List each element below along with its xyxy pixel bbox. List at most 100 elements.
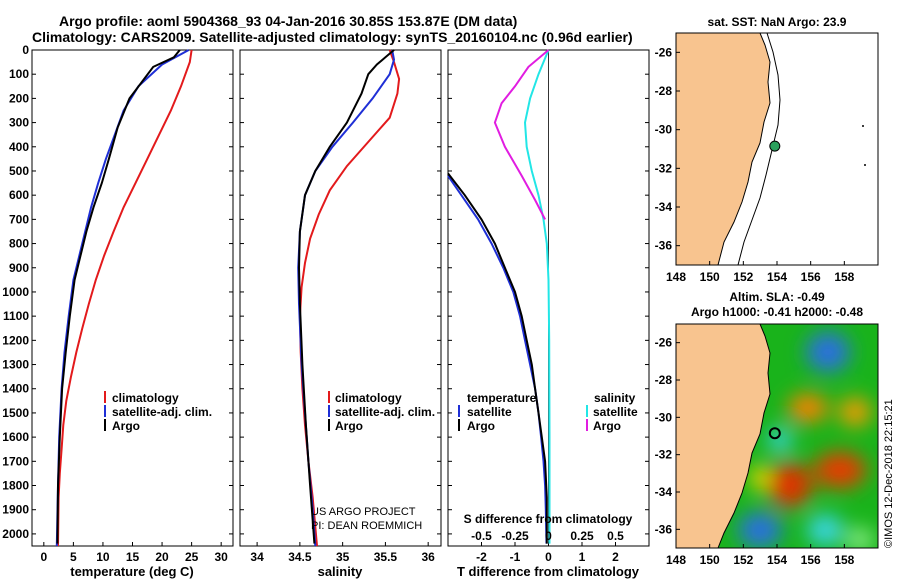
s-difference-title: S difference from climatology	[464, 512, 633, 526]
diff-legend-argo-swatch	[458, 419, 460, 431]
sla-blob	[839, 398, 871, 426]
s-tick-label: -0.5	[471, 529, 492, 543]
s-tick-label: 0.5	[607, 529, 624, 543]
depth-tick-label: 0	[22, 43, 29, 57]
depth-tick-label: 1900	[2, 503, 29, 517]
legend-argo-swatch	[104, 419, 106, 431]
sla-map-land	[676, 324, 771, 548]
credit-text: US ARGO PROJECT	[311, 506, 416, 518]
sla-blob	[750, 466, 770, 490]
diff-legend-argo-label: Argo	[467, 419, 495, 433]
map-x-tick-label: 152	[733, 270, 753, 284]
x-tick-label: 35.5	[374, 550, 398, 564]
depth-tick-label: 300	[9, 116, 29, 130]
depth-tick-label: 1100	[3, 309, 29, 323]
salinity-x-axis: 34 34.5 35 35.5 36	[250, 542, 435, 564]
sst-map-axes: 148 150 152 154 156 158 -26 -28 -30 -32 -34 -36	[655, 45, 855, 284]
legend-climatology-swatch	[104, 391, 106, 403]
depth-tick-label: 1000	[2, 285, 29, 299]
legend-satellite-label: satellite-adj. clim.	[112, 405, 212, 419]
sal-legend-climatology-swatch	[328, 391, 330, 403]
depth-tick-label: 1200	[2, 333, 29, 347]
depth-tick-label: 400	[9, 140, 29, 154]
x-tick-label: 20	[155, 550, 169, 564]
sst-map: sat. SST: NaN Argo: 23.9 148 150 152 154 156…	[655, 15, 879, 284]
map-x-tick-label: 158	[834, 553, 854, 567]
sla-blob	[738, 512, 782, 548]
temperature-plot-frame	[31, 49, 234, 547]
legend-climatology-label: climatology	[112, 391, 179, 405]
map-y-tick-label: -28	[655, 373, 673, 387]
series-line	[56, 49, 181, 544]
depth-tick-label: 700	[9, 212, 29, 226]
diff-legend-sal-sat-swatch	[586, 405, 588, 417]
map-y-tick-label: -32	[655, 161, 673, 175]
difference-xlabel: T difference from climatology	[457, 564, 640, 579]
sla-blob	[814, 452, 866, 488]
map-x-tick-label: 156	[801, 553, 821, 567]
s-tick-label: 0.25	[570, 529, 594, 543]
map-x-tick-label: 148	[666, 553, 686, 567]
difference-y-ticks	[448, 49, 649, 535]
x-tick-label: 0	[545, 550, 552, 564]
x-tick-label: 34	[250, 550, 264, 564]
difference-legend: temperature satellite Argo salinity sate…	[458, 391, 638, 433]
map-y-tick-label: -36	[655, 239, 673, 253]
sal-legend-argo-swatch	[328, 419, 330, 431]
pi-text: PI: DEAN ROEMMICH	[311, 520, 422, 532]
sla-blob	[788, 394, 828, 422]
x-tick-label: -1	[510, 550, 521, 564]
sla-heatmap-blobs	[738, 332, 874, 548]
sal-legend-satellite-label: satellite-adj. clim.	[335, 405, 435, 419]
legend-argo-label: Argo	[112, 419, 140, 433]
title-line-2: Climatology: CARS2009. Satellite-adjuste…	[32, 29, 633, 45]
depth-tick-label: 1500	[2, 406, 29, 420]
sla-blob	[768, 428, 792, 452]
series-line	[447, 175, 548, 544]
depth-tick-label: 200	[9, 91, 29, 105]
map-y-tick-label: -32	[655, 448, 673, 462]
map-x-tick-label: 150	[700, 553, 720, 567]
sla-blob	[768, 463, 812, 507]
depth-tick-label: 2000	[2, 527, 29, 541]
temperature-xlabel: temperature (deg C)	[70, 564, 194, 579]
salinity-legend: climatology satellite-adj. clim. Argo	[328, 391, 435, 433]
temperature-panel: 0100200300400500600700800900100011001200…	[2, 43, 234, 579]
sst-map-title: sat. SST: NaN Argo: 23.9	[708, 15, 847, 29]
legend-satellite-swatch	[104, 405, 106, 417]
depth-tick-label: 1400	[2, 382, 29, 396]
sst-map-land	[675, 32, 771, 266]
depth-axis: 0 100 200 300 400 500 600 700 800 900 1000 1100 1200…	[2, 43, 233, 541]
x-tick-label: 0	[40, 550, 47, 564]
depth-tick-label: 1600	[2, 430, 29, 444]
legend-salinity-heading: salinity	[594, 391, 636, 405]
series-line	[297, 49, 395, 544]
x-tick-label: 15	[126, 550, 140, 564]
map-x-tick-label: 154	[767, 553, 787, 567]
salinity-xlabel: salinity	[318, 564, 364, 579]
x-tick-label: 30	[214, 550, 228, 564]
map-y-tick-label: -28	[655, 84, 673, 98]
depth-tick-label: 900	[9, 261, 29, 275]
sal-legend-climatology-label: climatology	[335, 391, 402, 405]
salinity-plot-frame	[239, 49, 442, 547]
difference-panel: -2 -1 0 1 2 T difference from climatology te…	[447, 49, 650, 579]
sla-map-title: Altim. SLA: -0.49	[729, 290, 825, 304]
map-y-tick-label: -34	[655, 485, 673, 499]
temperature-lines	[55, 49, 193, 547]
x-tick-label: 36	[421, 550, 435, 564]
s-tick-label: -0.25	[501, 529, 529, 543]
s-tick-label: 0	[545, 529, 552, 543]
sla-blob	[807, 514, 843, 546]
diff-legend-sal-sat-label: satellite	[593, 405, 638, 419]
map-x-tick-label: 152	[733, 553, 753, 567]
depth-tick-label: 800	[9, 237, 29, 251]
title-line-1: Argo profile: aoml 5904368_93 04-Jan-201…	[59, 13, 517, 29]
sst-map-island-2	[864, 164, 866, 166]
diff-legend-sal-argo-label: Argo	[593, 419, 621, 433]
x-tick-label: 25	[185, 550, 199, 564]
map-x-tick-label: 156	[801, 270, 821, 284]
sla-blob	[806, 332, 850, 372]
depth-tick-label: 500	[9, 164, 29, 178]
map-y-tick-label: -26	[655, 45, 673, 59]
